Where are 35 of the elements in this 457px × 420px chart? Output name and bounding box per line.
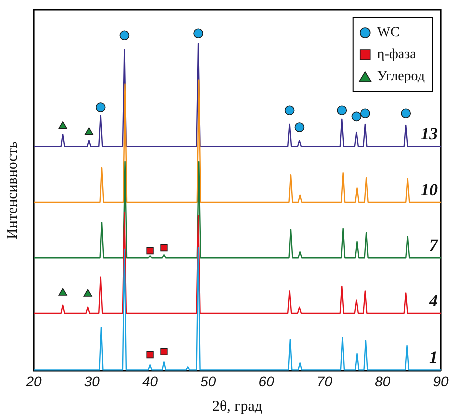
point [96, 102, 106, 112]
x-tick-label: 80 [375, 373, 391, 390]
legend-label: WC [377, 26, 400, 41]
x-tick-label: 30 [84, 373, 100, 390]
x-tick-label: 50 [200, 373, 216, 390]
point [160, 348, 168, 356]
x-tick-label: 20 [25, 373, 42, 390]
point [120, 30, 130, 41]
point [146, 247, 154, 255]
point [294, 122, 305, 132]
point [160, 244, 168, 252]
x-tick-label: 70 [316, 373, 333, 390]
point [194, 28, 204, 39]
point [401, 108, 412, 119]
legend-label: η-фаза [377, 48, 418, 63]
series-label: 13 [421, 124, 438, 144]
x-tick-label: 90 [433, 373, 449, 390]
point [58, 122, 68, 130]
series-label: 4 [428, 291, 438, 310]
point [84, 128, 94, 136]
point [337, 106, 348, 116]
point [284, 106, 295, 116]
legend-label: Углерод [377, 70, 426, 85]
y-axis-title: Интенсивность [4, 142, 21, 240]
point [352, 112, 362, 122]
point [146, 351, 154, 359]
series-label: 1 [430, 348, 438, 368]
point [58, 288, 68, 296]
point [84, 289, 92, 297]
x-tick-label: 60 [258, 373, 275, 390]
series-label: 7 [430, 236, 440, 256]
series-label: 10 [421, 180, 438, 200]
x-tick-label: 40 [142, 373, 158, 390]
x-axis-title: 2θ, град [212, 398, 263, 415]
point [360, 108, 370, 119]
